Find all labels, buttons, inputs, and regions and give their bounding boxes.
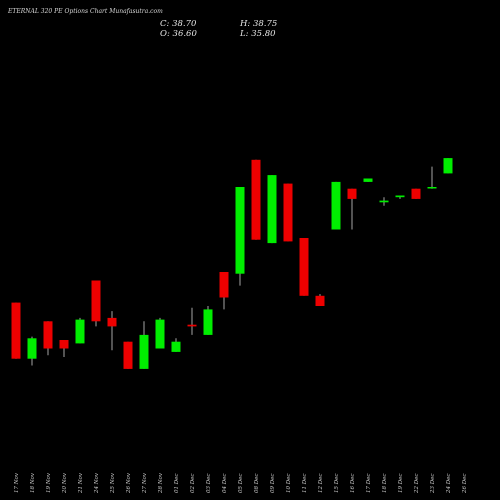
x-tick-label: 25 Nov: [110, 472, 116, 494]
x-axis-tick-labels: 17 Nov 18 Nov 19 Nov 20 Nov 21 Nov 24 Nov 25 N…: [14, 472, 468, 494]
candle-body: [219, 272, 229, 298]
x-tick-label: 19 Dec: [398, 474, 404, 494]
open-value: O: 36.60: [160, 29, 197, 39]
candle-body: [27, 338, 37, 359]
x-tick-label: 10 Dec: [286, 474, 292, 494]
x-tick-label: 04 Dec: [222, 474, 228, 494]
x-tick-label: 24 Nov: [94, 472, 100, 494]
candle-body: [187, 324, 197, 327]
candle: [75, 317, 85, 344]
chart-title: ETERNAL 320 PE Options Chart Munafasutra…: [8, 8, 163, 15]
candle: [155, 317, 165, 349]
candle: [363, 178, 373, 182]
candle: [107, 311, 117, 351]
x-tick-label: 24 Dec: [446, 474, 452, 495]
candle: [251, 159, 261, 240]
candle-body: [299, 238, 309, 296]
x-tick-label: 22 Dec: [414, 474, 420, 495]
candle-body: [59, 340, 69, 349]
candle-body: [315, 295, 325, 306]
candle: [315, 294, 325, 306]
candle-body: [203, 309, 213, 335]
candle-body: [411, 188, 421, 199]
candle: [11, 302, 21, 359]
x-tick-label: 26 Nov: [126, 472, 132, 494]
candle: [379, 197, 389, 206]
x-tick-label: 03 Dec: [206, 474, 212, 494]
candles-layer: [11, 158, 453, 369]
candle: [139, 321, 149, 369]
candle: [91, 280, 101, 327]
candle-body: [107, 317, 117, 327]
x-tick-label: 18 Dec: [382, 474, 388, 494]
low-value: L: 35.80: [240, 29, 276, 39]
x-tick-label: 17 Dec: [366, 474, 372, 494]
x-tick-label: 17 Nov: [14, 472, 20, 493]
candle-body: [11, 302, 21, 359]
candle-body: [43, 321, 53, 349]
candle: [347, 188, 357, 230]
candle: [219, 272, 229, 310]
candle-body: [283, 183, 293, 242]
x-tick-label: 27 Nov: [142, 472, 148, 494]
candle: [123, 341, 133, 369]
candle: [283, 183, 293, 242]
candle: [27, 336, 37, 366]
candle-body: [331, 181, 341, 230]
candle: [331, 181, 341, 230]
candle-body: [139, 334, 149, 369]
candle: [395, 195, 405, 199]
candle: [267, 175, 277, 244]
x-tick-label: 12 Dec: [318, 474, 324, 494]
x-tick-label: 08 Dec: [254, 474, 260, 494]
candle: [427, 166, 437, 189]
candle-body: [235, 187, 245, 274]
x-tick-label: 11 Dec: [302, 474, 308, 494]
candle-body: [395, 195, 405, 198]
x-tick-label: 18 Nov: [30, 472, 36, 493]
candle-body: [251, 159, 261, 240]
x-tick-label: 26 Dec: [462, 474, 468, 495]
candle-body: [363, 178, 373, 182]
candle-body: [267, 175, 277, 244]
x-tick-label: 05 Dec: [238, 474, 244, 494]
candle: [411, 188, 421, 199]
candle-body: [347, 188, 357, 199]
x-tick-label: 16 Dec: [350, 474, 356, 494]
candle: [59, 340, 69, 357]
candle: [43, 321, 53, 356]
x-tick-label: 19 Nov: [46, 472, 52, 493]
x-tick-label: 01 Dec: [174, 474, 180, 494]
candle-body: [427, 187, 437, 189]
candle-body: [443, 158, 453, 174]
candle: [299, 238, 309, 296]
candle-body: [379, 200, 389, 203]
candle-body: [123, 341, 133, 369]
candle-body: [75, 319, 85, 344]
x-tick-label: 28 Nov: [158, 472, 164, 494]
x-tick-label: 02 Dec: [190, 474, 196, 494]
candle: [443, 158, 453, 174]
close-value: C: 38.70: [160, 19, 197, 29]
x-tick-label: 20 Nov: [62, 472, 68, 494]
x-tick-label: 23 Dec: [430, 474, 436, 495]
candle-body: [91, 280, 101, 322]
candle: [171, 338, 181, 352]
candle-body: [155, 319, 165, 349]
high-value: H: 38.75: [240, 19, 278, 29]
candle: [203, 306, 213, 335]
x-tick-label: 09 Dec: [270, 474, 276, 494]
candle: [235, 187, 245, 286]
candle-body: [171, 341, 181, 352]
x-tick-label: 15 Dec: [334, 474, 340, 494]
candle: [187, 307, 197, 335]
x-tick-label: 21 Nov: [78, 472, 84, 494]
